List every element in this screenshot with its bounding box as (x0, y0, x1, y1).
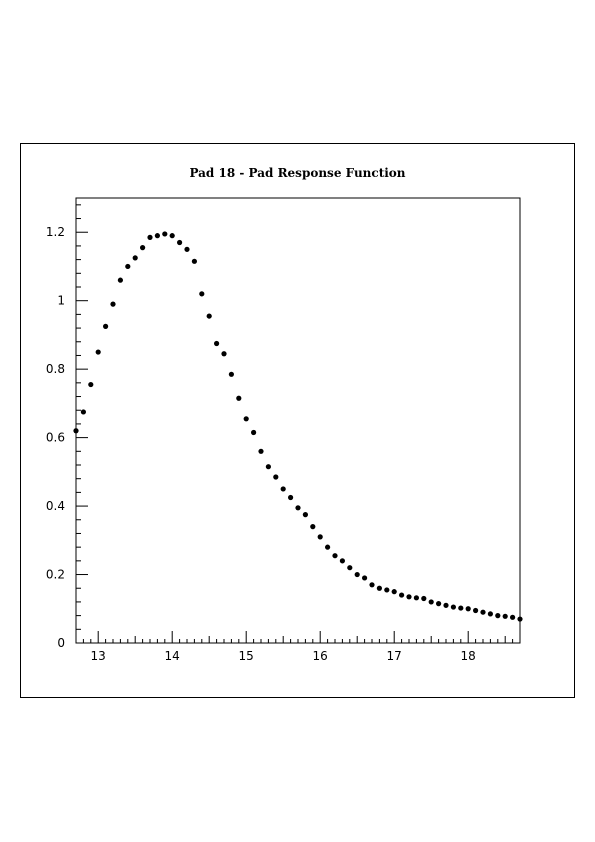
data-point (310, 524, 316, 530)
x-tick-label: 14 (165, 649, 180, 663)
data-point (140, 245, 146, 251)
data-point (243, 416, 249, 422)
data-point (199, 291, 205, 297)
data-point (354, 571, 360, 578)
y-tick-label: 0.8 (46, 362, 65, 376)
y-tick-label: 0.2 (46, 568, 65, 582)
data-point (517, 616, 523, 622)
data-point (169, 233, 175, 239)
x-tick-label: 15 (239, 649, 254, 663)
data-point (228, 371, 234, 377)
data-point (458, 605, 464, 611)
data-point (125, 263, 131, 270)
data-point (332, 553, 338, 559)
plot-area (75, 197, 521, 644)
data-point (95, 349, 101, 355)
data-point (317, 534, 323, 540)
data-point (325, 544, 331, 550)
data-point (117, 277, 123, 283)
data-point (436, 601, 442, 607)
y-tick-label: 0 (57, 636, 65, 650)
data-point (487, 611, 493, 617)
data-point (162, 231, 168, 237)
data-point (495, 613, 501, 619)
data-point (509, 614, 516, 620)
data-point (428, 599, 434, 605)
data-point (88, 381, 94, 388)
data-point (295, 505, 301, 511)
data-point (191, 258, 197, 264)
data-point (339, 558, 345, 564)
chart-frame (20, 143, 575, 698)
data-point (413, 595, 419, 601)
data-point (443, 602, 449, 608)
data-point (80, 409, 86, 415)
data-point (399, 592, 405, 598)
tick-labels: 13 14 15 16 17 18 0 0.2 0.4 0.6 0.8 1 1.2 (46, 225, 476, 663)
x-tick-label: 16 (313, 649, 328, 663)
data-point (480, 609, 486, 615)
data-point (302, 512, 308, 518)
data-point (103, 323, 109, 329)
data-point (258, 448, 264, 454)
data-point (450, 604, 456, 610)
y-tick-label: 1.2 (46, 225, 65, 239)
data-point (473, 607, 479, 614)
data-point (154, 233, 160, 239)
data-point (110, 301, 116, 307)
data-point (362, 575, 368, 581)
x-tick-label: 18 (461, 649, 476, 663)
x-tick-label: 13 (91, 649, 106, 663)
y-tick-label: 1 (57, 294, 65, 308)
data-point (406, 594, 412, 600)
data-point (280, 486, 286, 492)
data-point (236, 395, 242, 401)
data-point (132, 255, 138, 261)
chart-title: Pad 18 - Pad Response Function (189, 166, 406, 180)
data-point (273, 474, 279, 480)
data-point (184, 246, 190, 252)
data-point (384, 587, 390, 593)
data-points (73, 231, 523, 622)
data-point (369, 582, 375, 588)
data-point (221, 351, 227, 357)
data-point (147, 234, 153, 240)
data-point (177, 239, 183, 246)
data-point (214, 340, 220, 347)
x-tick-label: 17 (387, 649, 402, 663)
data-point (288, 494, 294, 501)
data-point (465, 606, 471, 612)
y-tick-label: 0.4 (46, 499, 65, 513)
data-point (73, 428, 79, 434)
y-tick-label: 0.6 (46, 431, 65, 445)
data-point (206, 313, 212, 319)
data-point (265, 464, 271, 470)
data-point (376, 585, 382, 591)
data-point (391, 589, 397, 595)
axis-ticks (75, 204, 521, 644)
data-point (421, 595, 427, 602)
data-point (502, 613, 508, 619)
data-point (251, 429, 257, 436)
data-point (347, 565, 353, 571)
